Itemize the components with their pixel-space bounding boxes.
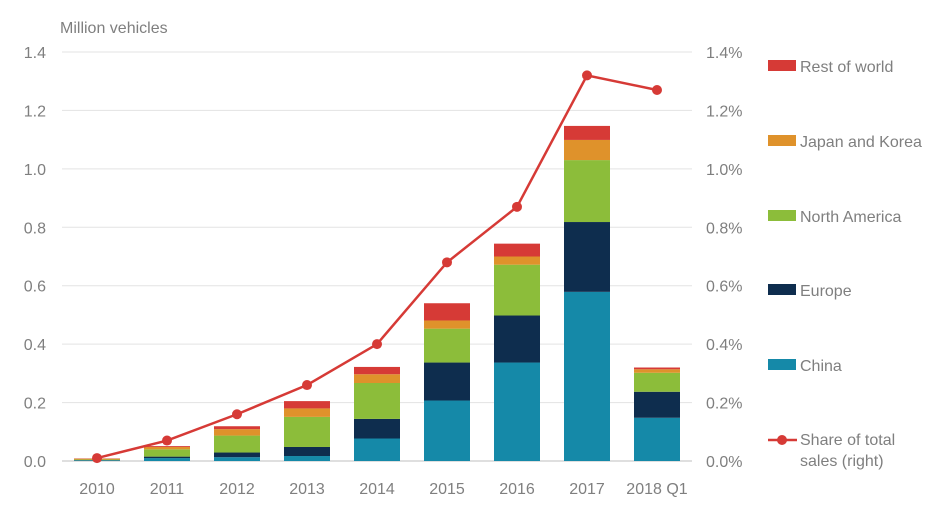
bar-segment-north-america: [214, 435, 260, 453]
x-tick-label: 2014: [359, 481, 395, 498]
legend-swatch: [768, 210, 796, 221]
stacked-bars: [74, 125, 680, 461]
bar-segment-china: [284, 456, 330, 461]
bar-segment-europe: [144, 456, 190, 459]
bar-segment-china: [424, 400, 470, 461]
bar-segment-rest-of-world: [424, 303, 470, 321]
y-right-tick-label: 1.2%: [706, 103, 742, 120]
bar-segment-japan-and-korea: [284, 408, 330, 417]
y-right-tick-labels: 0.0% 0.2% 0.4% 0.6% 0.8% 1.0% 1.2% 1.4%: [706, 45, 742, 471]
bar-segment-rest-of-world: [564, 125, 610, 140]
bar-segment-north-america: [284, 416, 330, 447]
x-tick-label: 2018 Q1: [626, 481, 687, 498]
x-tick-label: 2016: [499, 481, 535, 498]
y-left-tick-label: 0.2: [24, 396, 46, 413]
x-tick-label: 2011: [150, 481, 185, 498]
share-point: [512, 201, 522, 212]
y-right-tick-label: 1.0%: [706, 162, 742, 179]
y-right-tick-label: 0.2%: [706, 396, 742, 413]
share-line: [92, 70, 662, 464]
bar-segment-japan-and-korea: [634, 369, 680, 373]
legend-label: China: [800, 358, 842, 375]
y-right-tick-label: 0.0%: [706, 454, 742, 471]
share-point: [232, 409, 242, 420]
bar-segment-rest-of-world: [284, 401, 330, 409]
legend: Rest of world Japan and Korea North Americ…: [768, 59, 922, 470]
share-point: [652, 84, 662, 95]
bar-segment-rest-of-world: [214, 426, 260, 430]
y-right-tick-label: 1.4%: [706, 45, 742, 62]
share-point: [302, 380, 312, 391]
y-left-tick-label: 0.0: [24, 454, 46, 471]
bar-segment-rest-of-world: [144, 446, 190, 447]
x-tick-label: 2013: [289, 481, 325, 498]
y-left-tick-labels: 0.0 0.2 0.4 0.6 0.8 1.0 1.2 1.4: [24, 45, 46, 471]
y-left-tick-label: 1.0: [24, 162, 46, 179]
bar-segment-europe: [634, 391, 680, 418]
bar-segment-china: [634, 417, 680, 461]
y-left-tick-label: 0.6: [24, 279, 46, 296]
bar-segment-china: [564, 291, 610, 461]
legend-swatch: [768, 60, 796, 71]
bar-segment-europe: [284, 446, 330, 457]
legend-label: North America: [800, 209, 901, 226]
bar-segment-north-america: [144, 449, 190, 457]
share-point: [162, 435, 172, 446]
bar-segment-japan-and-korea: [354, 374, 400, 383]
bar-segment-japan-and-korea: [494, 256, 540, 265]
legend-label: Japan and Korea: [800, 134, 922, 151]
bar-segment-north-america: [424, 328, 470, 363]
x-tick-labels: 2010 2011 2012 2013 2014 2015 2016 2017 2018 Q1: [79, 481, 688, 498]
bar-segment-north-america: [494, 264, 540, 316]
bar-segment-rest-of-world: [494, 243, 540, 257]
share-point: [372, 339, 382, 350]
x-tick-label: 2017: [569, 481, 605, 498]
bar-segment-europe: [494, 315, 540, 363]
bar-segment-china: [214, 457, 260, 461]
bar-segment-china: [494, 362, 540, 461]
y-left-tick-label: 1.2: [24, 103, 46, 120]
legend-label: Share of total: [800, 432, 895, 449]
y-left-tick-label: 1.4: [24, 45, 46, 62]
y-left-axis-title: Million vehicles: [60, 20, 168, 37]
bar-segment-japan-and-korea: [564, 139, 610, 161]
legend-line-marker: [777, 435, 787, 445]
bar-segment-europe: [354, 418, 400, 439]
bar-segment-europe: [424, 362, 470, 401]
legend-swatch: [768, 359, 796, 370]
bar-segment-japan-and-korea: [214, 429, 260, 436]
x-tick-label: 2012: [219, 481, 255, 498]
legend-label: Rest of world: [800, 59, 893, 76]
bar-segment-japan-and-korea: [144, 446, 190, 450]
x-tick-label: 2015: [429, 481, 465, 498]
bar-segment-north-america: [634, 372, 680, 392]
share-point: [582, 70, 592, 81]
x-tick-label: 2010: [79, 481, 115, 498]
legend-label: sales (right): [800, 453, 884, 470]
y-left-tick-label: 0.8: [24, 220, 46, 237]
bar-segment-china: [144, 458, 190, 461]
y-right-tick-label: 0.4%: [706, 337, 742, 354]
bar-segment-north-america: [564, 160, 610, 223]
bar-segment-china: [354, 438, 400, 461]
legend-swatch: [768, 135, 796, 146]
share-point: [92, 453, 102, 464]
y-right-tick-label: 0.8%: [706, 220, 742, 237]
bar-segment-rest-of-world: [354, 366, 400, 375]
legend-label: Europe: [800, 283, 852, 300]
bar-segment-rest-of-world: [634, 367, 680, 370]
bar-segment-north-america: [354, 382, 400, 419]
legend-swatch: [768, 284, 796, 295]
bar-segment-europe: [214, 452, 260, 458]
y-left-tick-label: 0.4: [24, 337, 46, 354]
share-point: [442, 257, 452, 268]
bar-segment-europe: [564, 222, 610, 292]
y-right-tick-label: 0.6%: [706, 279, 742, 296]
bar-segment-japan-and-korea: [424, 320, 470, 329]
